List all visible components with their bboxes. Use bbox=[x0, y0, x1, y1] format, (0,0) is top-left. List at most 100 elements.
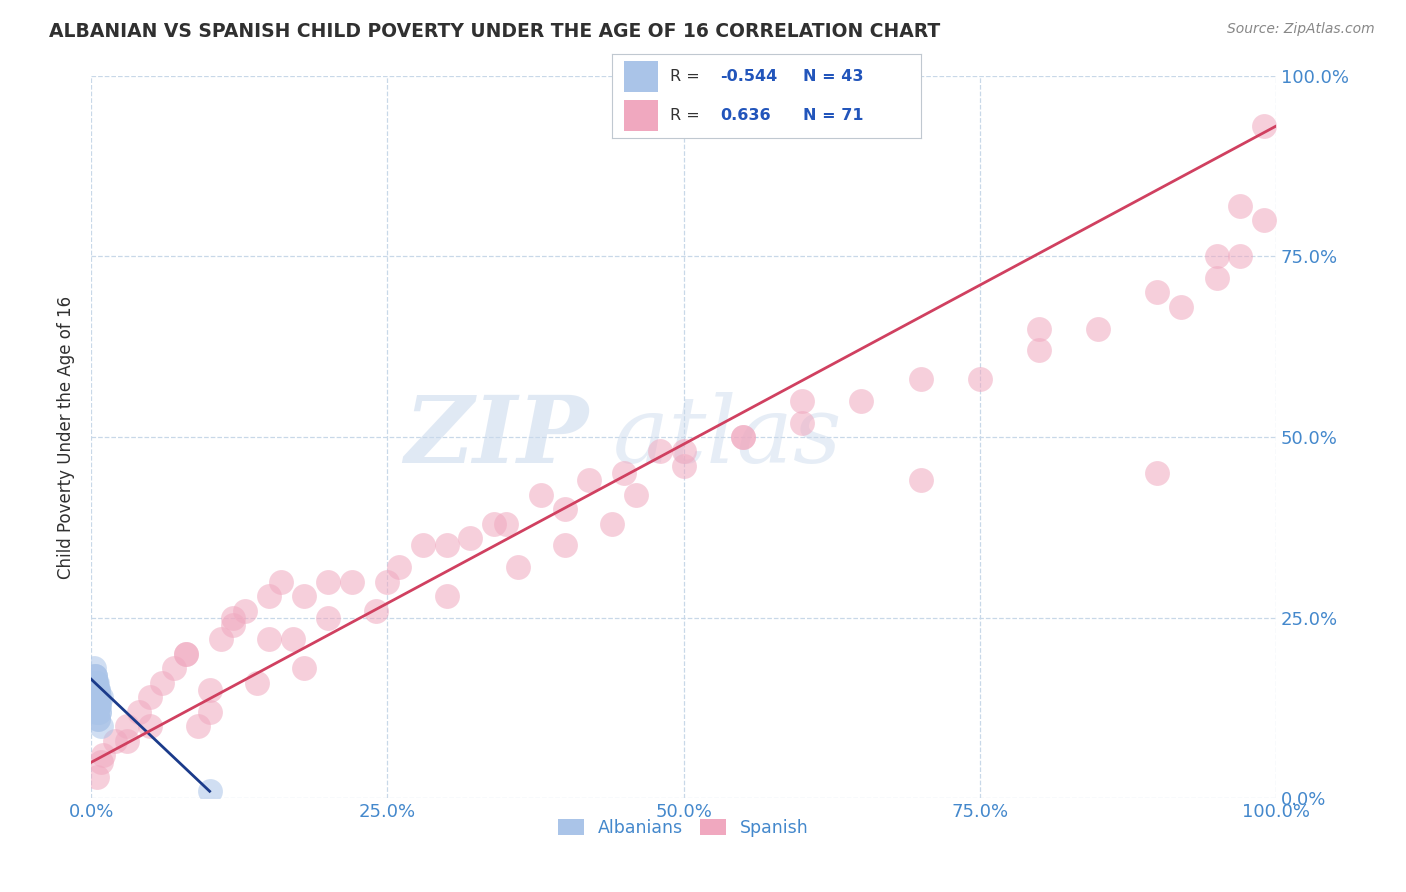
Point bbox=[150, 675, 173, 690]
Point bbox=[84, 683, 107, 698]
Point bbox=[84, 690, 107, 705]
Point bbox=[613, 466, 636, 480]
Point bbox=[139, 719, 162, 733]
Point bbox=[1229, 249, 1251, 263]
Point bbox=[86, 770, 108, 784]
Point bbox=[364, 603, 387, 617]
Point bbox=[1253, 213, 1275, 227]
Point bbox=[86, 705, 108, 719]
Point bbox=[340, 574, 363, 589]
Point bbox=[83, 675, 105, 690]
Point bbox=[1028, 343, 1050, 358]
Point bbox=[90, 719, 112, 733]
Point bbox=[377, 574, 399, 589]
Point bbox=[86, 698, 108, 712]
Point bbox=[86, 683, 108, 698]
Legend: Albanians, Spanish: Albanians, Spanish bbox=[551, 812, 815, 844]
Point bbox=[83, 675, 105, 690]
Bar bbox=[624, 100, 658, 130]
Point bbox=[89, 690, 111, 705]
Point bbox=[83, 683, 105, 698]
Point bbox=[1170, 300, 1192, 314]
Point bbox=[412, 538, 434, 552]
Point bbox=[89, 705, 111, 719]
Point bbox=[294, 589, 316, 603]
Point bbox=[482, 516, 505, 531]
Point bbox=[83, 668, 105, 682]
Text: N = 71: N = 71 bbox=[803, 108, 863, 123]
Point bbox=[1087, 321, 1109, 335]
Point bbox=[851, 393, 873, 408]
Point bbox=[495, 516, 517, 531]
Point bbox=[86, 675, 108, 690]
Point bbox=[910, 474, 932, 488]
Point bbox=[624, 488, 647, 502]
Point bbox=[83, 690, 105, 705]
Point bbox=[222, 618, 245, 632]
Point bbox=[174, 647, 197, 661]
Point bbox=[554, 502, 576, 516]
Point bbox=[731, 430, 754, 444]
Point bbox=[316, 611, 339, 625]
Point bbox=[89, 698, 111, 712]
Point bbox=[198, 705, 221, 719]
Point bbox=[246, 675, 269, 690]
Point bbox=[84, 675, 107, 690]
Point bbox=[90, 756, 112, 770]
Point bbox=[87, 683, 110, 698]
Point bbox=[506, 560, 529, 574]
Point bbox=[790, 416, 813, 430]
Point bbox=[139, 690, 162, 705]
Point bbox=[83, 661, 105, 675]
Text: -0.544: -0.544 bbox=[720, 69, 778, 84]
Point bbox=[270, 574, 292, 589]
Point bbox=[89, 698, 111, 712]
Point bbox=[257, 589, 280, 603]
Point bbox=[198, 784, 221, 798]
Point bbox=[87, 698, 110, 712]
Point bbox=[187, 719, 209, 733]
Point bbox=[91, 748, 114, 763]
Text: ZIP: ZIP bbox=[405, 392, 589, 482]
Y-axis label: Child Poverty Under the Age of 16: Child Poverty Under the Age of 16 bbox=[58, 295, 75, 579]
Point bbox=[1146, 466, 1168, 480]
Point bbox=[316, 574, 339, 589]
Point bbox=[128, 705, 150, 719]
Point bbox=[672, 444, 695, 458]
Text: N = 43: N = 43 bbox=[803, 69, 863, 84]
Point bbox=[648, 444, 671, 458]
Point bbox=[731, 430, 754, 444]
Point bbox=[87, 698, 110, 712]
Point bbox=[86, 690, 108, 705]
Point bbox=[790, 393, 813, 408]
Point bbox=[174, 647, 197, 661]
Point bbox=[87, 690, 110, 705]
Point bbox=[281, 632, 304, 647]
Bar bbox=[624, 62, 658, 92]
Point bbox=[87, 683, 110, 698]
Point bbox=[86, 683, 108, 698]
Point bbox=[104, 733, 127, 747]
Point bbox=[233, 603, 256, 617]
Point bbox=[90, 690, 112, 705]
Text: 0.636: 0.636 bbox=[720, 108, 770, 123]
Point bbox=[87, 712, 110, 726]
Point bbox=[530, 488, 553, 502]
Point bbox=[86, 690, 108, 705]
Point bbox=[198, 683, 221, 698]
Point bbox=[436, 589, 458, 603]
Point bbox=[294, 661, 316, 675]
Text: atlas: atlas bbox=[613, 392, 842, 482]
Point bbox=[86, 683, 108, 698]
Point bbox=[84, 675, 107, 690]
Text: ALBANIAN VS SPANISH CHILD POVERTY UNDER THE AGE OF 16 CORRELATION CHART: ALBANIAN VS SPANISH CHILD POVERTY UNDER … bbox=[49, 22, 941, 41]
Point bbox=[115, 719, 138, 733]
Point bbox=[910, 372, 932, 386]
Text: R =: R = bbox=[671, 69, 706, 84]
Point bbox=[458, 531, 481, 545]
Point bbox=[388, 560, 411, 574]
Point bbox=[1253, 119, 1275, 133]
Point bbox=[87, 690, 110, 705]
Point bbox=[1028, 321, 1050, 335]
Text: R =: R = bbox=[671, 108, 706, 123]
